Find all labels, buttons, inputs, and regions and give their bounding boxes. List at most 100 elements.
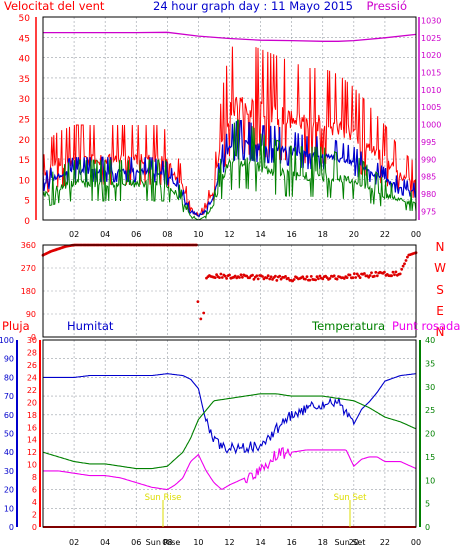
wind-series-line-2 [42,119,417,221]
wind-time-tick-label: 22 [380,230,390,239]
temperature-tick-label: 25 [425,406,435,415]
wind-speed-tick-label: 20 [19,136,31,146]
direction-point [228,273,231,277]
rain-tick-label: 10 [27,461,37,470]
wind-time-tick-label: 06 [131,230,141,239]
direction-point [308,278,312,282]
humidity-tick-label: 70 [4,392,14,401]
direction-point [398,272,402,276]
wind-panel-frame [42,16,417,221]
direction-point [403,262,406,266]
lower-time-tick-label: 16 [287,538,297,547]
lower-time-tick-label: 08 [162,538,172,547]
title-wind-speed: Velocitat del vent [4,0,105,13]
rain-tick-label: 16 [27,423,37,432]
sun-events: Sun Rise Sun Set Sun Rise Sun Set [145,493,367,547]
wind-time-tick-label: 04 [100,230,110,239]
direction-point [220,276,224,279]
direction-point [321,277,325,281]
direction-point [278,274,282,278]
wind-speed-tick-label: 40 [19,55,31,65]
humidity-tick-label: 20 [4,486,14,495]
direction-point [354,276,358,279]
wind-time-tick-label: 10 [193,230,203,239]
direction-point [275,279,279,282]
direction-tick-label: 360 [21,241,36,250]
lower-time-tick-label: 00 [411,538,421,547]
sunrise-label: Sun Rise [145,493,182,503]
temperature-tick-label: 20 [425,430,435,439]
rain-tick-label: 26 [27,361,37,370]
rain-tick-label: 4 [32,498,37,507]
direction-point [225,277,229,280]
direction-point [318,274,322,278]
direction-tick-label: 180 [21,287,36,296]
direction-point [286,276,290,280]
rain-tick-label: 30 [27,336,37,345]
wind-time-tick-label: 12 [224,230,234,239]
lower-time-tick-label: 02 [69,538,79,547]
direction-point [394,270,398,274]
lower-time-tick-label: 10 [193,538,203,547]
wind-speed-tick-label: 50 [19,14,31,24]
lower-time-tick-label: 12 [224,538,234,547]
direction-point [241,275,244,279]
sunset-label: Sun Set [334,493,367,503]
direction-point [256,277,260,281]
direction-point [252,277,256,281]
direction-point [301,275,305,279]
pressure-tick-label: 1020 [421,51,441,60]
rain-tick-label: 6 [32,486,37,495]
direction-point [199,317,203,321]
direction-point [218,276,221,279]
direction-point [196,300,200,303]
direction-point [315,275,319,279]
direction-point [390,274,393,278]
direction-point [261,275,264,278]
rain-tick-label: 2 [32,511,37,520]
direction-point [358,276,362,279]
temperature-tick-label: 15 [425,453,435,462]
header-humidity: Humitat [67,319,114,333]
pressure-line [43,31,417,42]
lower-time-tick-label: 20 [349,538,359,547]
pressure-tick-label: 980 [421,190,436,199]
direction-point [352,272,356,276]
temperature-tick-label: 30 [425,383,435,392]
direction-point [383,270,386,274]
humidity-tick-label: 0 [9,523,14,532]
direction-point [292,278,296,281]
direction-point [317,277,320,281]
direction-point [271,278,274,281]
direction-point [284,275,287,278]
temperature-tick-label: 35 [425,359,435,368]
lower-time-tick-label: 06 [131,538,141,547]
direction-point [368,274,372,277]
pressure-tick-label: 1015 [421,69,441,78]
rain-tick-label: 20 [27,398,37,407]
direction-point [391,270,395,274]
title-graph-day: 24 hour graph day : 11 Mayo 2015 [153,0,353,13]
humidity-tick-label: 90 [4,355,14,364]
lower-time-tick-label: 14 [255,538,265,547]
humidity-tick-label: 40 [4,448,14,457]
direction-point [401,264,405,268]
pressure-tick-label: 1025 [421,34,441,43]
direction-point [239,273,243,277]
wind-speed-tick-label: 0 [24,217,30,227]
direction-label-n-bottom: N [436,325,445,339]
wind-time-tick-label: 14 [255,230,265,239]
lower-time-tick-label: 04 [100,538,110,547]
grid-layer [43,16,417,528]
direction-tick-label: 90 [26,310,36,319]
direction-point [213,276,217,279]
direction-point [219,272,223,276]
pressure-tick-label: 985 [421,173,436,182]
wind-time-tick-label: 20 [349,230,359,239]
direction-point [274,274,277,278]
wind-speed-tick-label: 15 [19,156,30,166]
wind-time-tick-label: 16 [287,230,297,239]
rain-tick-label: 8 [32,473,37,482]
